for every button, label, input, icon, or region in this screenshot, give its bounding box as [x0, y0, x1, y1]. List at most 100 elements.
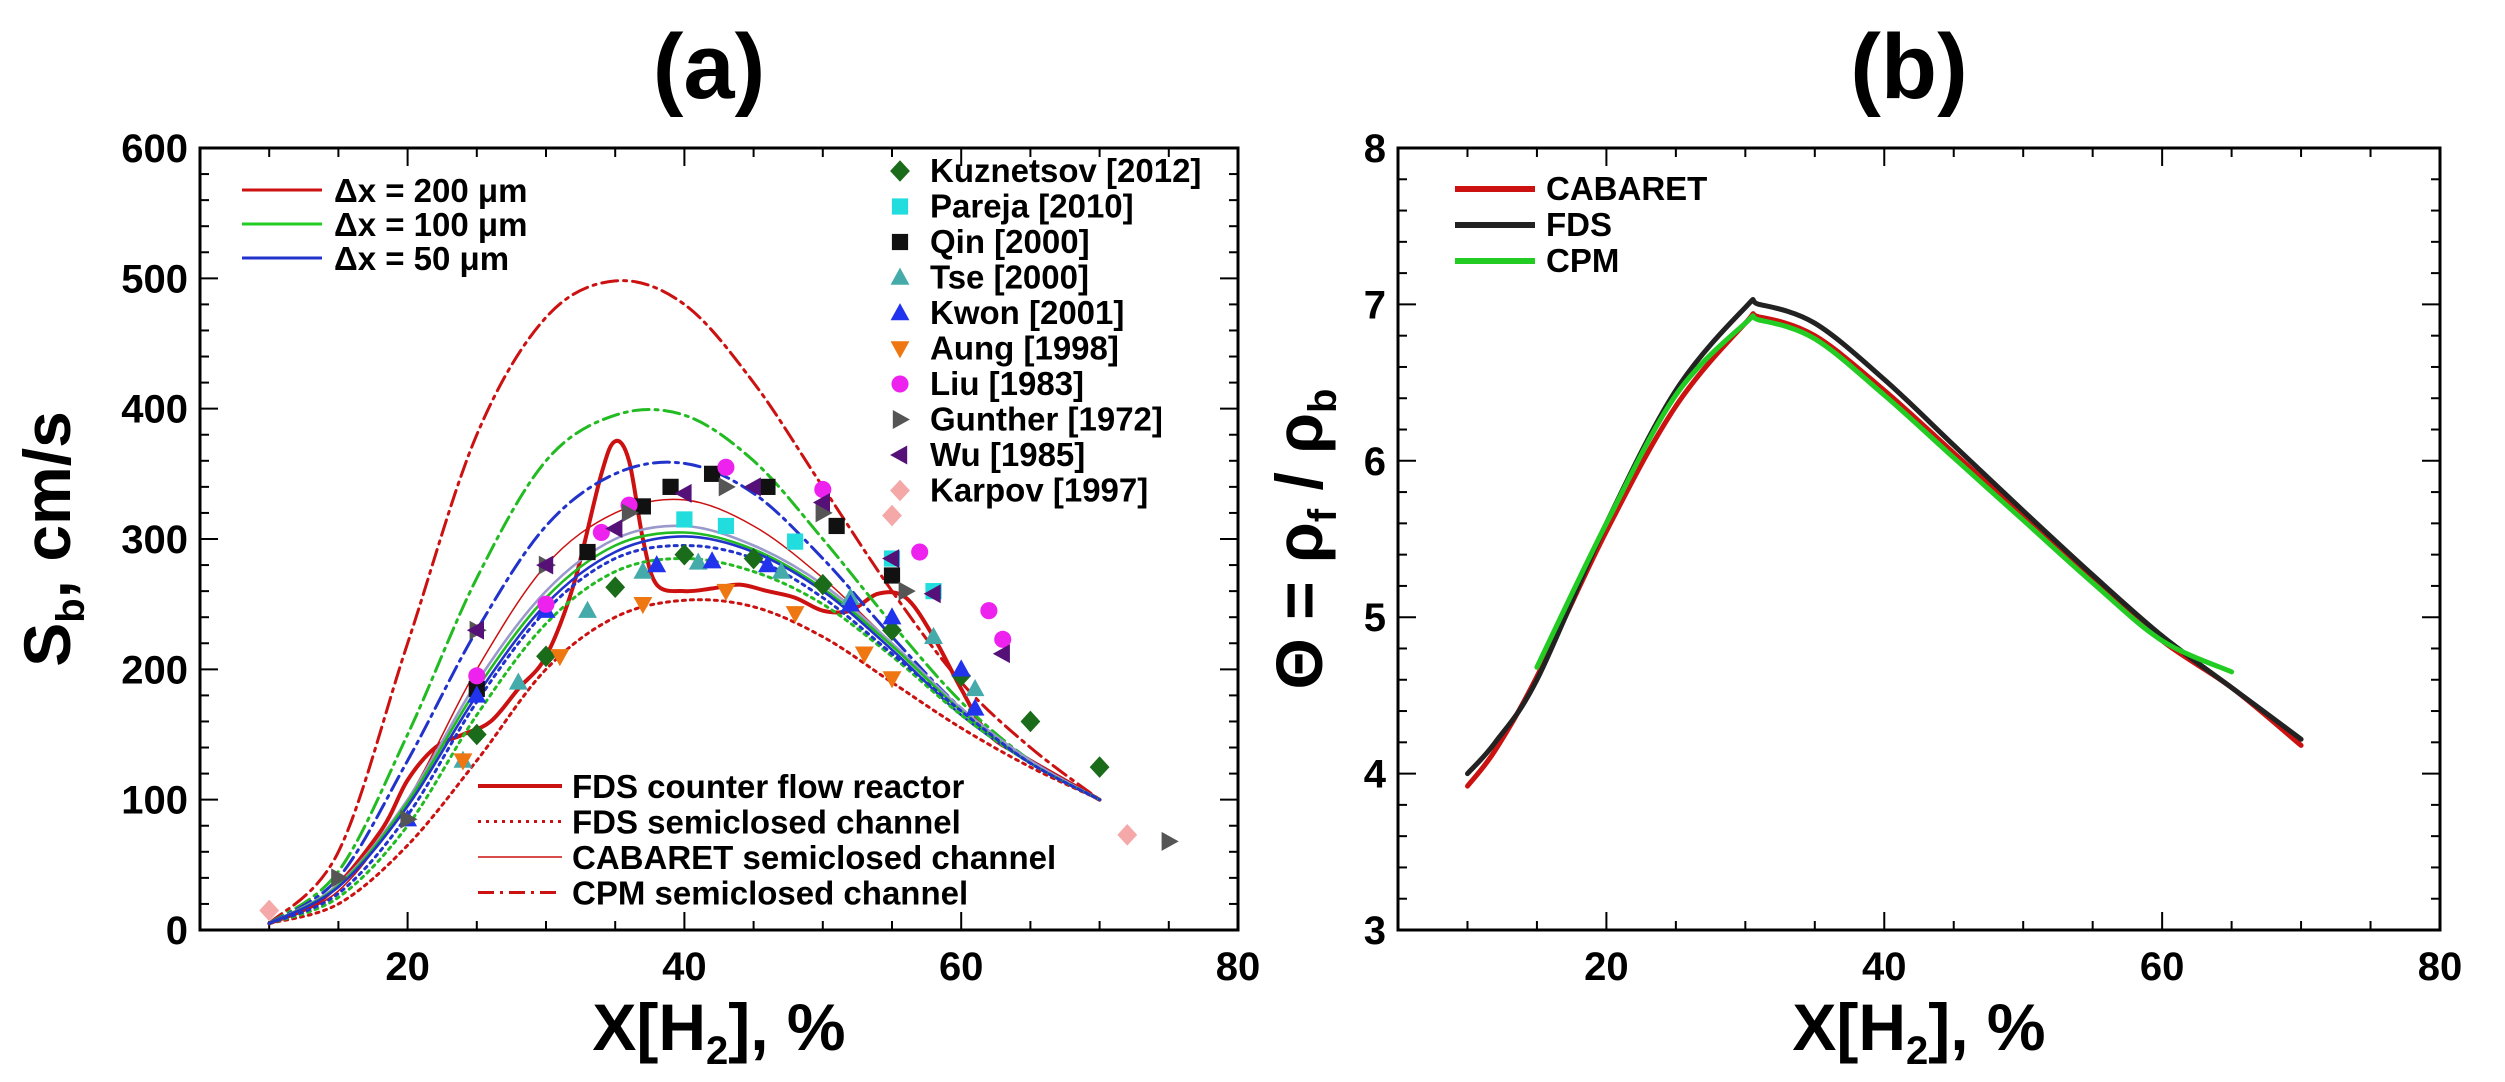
data-point-0 [605, 576, 626, 599]
legend-label: Wu [1985] [930, 436, 1085, 473]
legend-label: FDS [1546, 206, 1612, 243]
data-point-6 [911, 543, 929, 561]
legend-label: CABARET [1546, 170, 1707, 207]
series-line-3 [267, 279, 1102, 925]
legend-label: FDS semiclosed channel [572, 804, 961, 841]
y-tick-label: 0 [166, 909, 188, 953]
data-point-5 [716, 583, 736, 602]
legend-label: Aung [1998] [930, 330, 1119, 367]
x-axis-title-main: X[H [1792, 990, 1906, 1064]
x-tick-label: 40 [662, 945, 707, 989]
x-axis-title-main: X[H [592, 990, 706, 1064]
y-tick-label: 3 [1364, 909, 1386, 953]
y-axis-title-main: S [10, 623, 84, 667]
y-tick-label: 300 [121, 518, 188, 562]
legend-label: Liu [1983] [930, 365, 1084, 402]
panel-a: (a) 20 40 60 80 0 100 200 300 400 500 600 X[H2], % Sb… [10, 16, 1260, 1073]
data-point-2 [579, 543, 596, 561]
data-point-8 [536, 555, 554, 575]
data-point-0 [882, 619, 902, 642]
data-point-6 [814, 480, 832, 499]
legend-label: Gunther [1972] [930, 401, 1163, 438]
data-point-8 [605, 519, 623, 539]
legend-label: Δx = 100 μm [334, 206, 527, 243]
legend-label: Δx = 50 μm [334, 240, 509, 277]
data-point-4 [647, 555, 667, 573]
data-point-4 [467, 685, 487, 703]
data-point-0 [812, 573, 833, 596]
x-axis-title-rest: ], % [1928, 990, 2045, 1064]
data-point-9 [1117, 824, 1138, 846]
legend-label: Kuznetsov [2012] [930, 152, 1201, 189]
data-point-8 [812, 493, 830, 512]
legend-label: Qin [2000] [930, 223, 1090, 260]
data-point-8 [882, 549, 900, 568]
y-axis-title: Θ = ρf / ρb [1262, 389, 1345, 690]
data-point-0 [466, 723, 487, 746]
legend-label: Karpov [1997] [930, 472, 1148, 509]
series-line-0 [267, 438, 1102, 926]
data-point-0 [743, 547, 764, 570]
legend-label: FDS counter flow reactor [572, 768, 965, 805]
x-tick-label: 60 [939, 945, 984, 989]
x-tick-label: 20 [1584, 945, 1629, 989]
x-tick-label: 80 [2418, 945, 2463, 989]
series-line-2 [1534, 313, 2235, 675]
data-point-6 [994, 630, 1012, 648]
data-point-4 [841, 594, 860, 612]
legend-marker [890, 479, 910, 502]
legend-marker [890, 267, 910, 285]
data-point-6 [468, 667, 486, 685]
data-point-5 [785, 606, 805, 624]
data-point-3 [633, 561, 653, 579]
data-point-8 [992, 644, 1010, 664]
legend-marker [891, 233, 909, 251]
y-axis-title: Sb, cm/s [10, 411, 93, 667]
y-axis-title-part: / ρ [1262, 413, 1336, 509]
panel-label: (a) [653, 16, 765, 118]
y-tick-label: 5 [1364, 596, 1386, 640]
data-point-6 [537, 595, 555, 613]
data-point-7 [400, 809, 418, 829]
data-point-0 [536, 645, 556, 668]
x-tick-label: 20 [385, 945, 430, 989]
y-axis-title-part: f [1301, 508, 1345, 522]
x-axis-title-sub: 2 [706, 1029, 728, 1073]
data-point-8 [674, 483, 692, 503]
data-point-9 [882, 504, 902, 527]
data-point-5 [633, 596, 653, 615]
legend-label: CPM semiclosed channel [572, 875, 968, 912]
legend-label: Pareja [2010] [930, 188, 1134, 225]
data-point-5 [453, 753, 473, 771]
series-line-10 [267, 544, 1102, 925]
data-point-5 [550, 649, 570, 667]
y-tick-label: 100 [121, 779, 188, 823]
y-tick-label: 7 [1364, 283, 1386, 327]
y-tick-label: 400 [121, 388, 188, 432]
data-point-2 [703, 465, 721, 482]
data-point-8 [743, 477, 761, 497]
data-point-2 [634, 498, 651, 515]
data-point-9 [259, 899, 280, 922]
data-point-7 [898, 581, 916, 601]
data-point-4 [702, 551, 722, 569]
data-point-2 [883, 567, 901, 584]
plot-area [259, 279, 1179, 926]
legend-marker [890, 160, 910, 182]
data-point-7 [331, 868, 349, 888]
legend-label: Kwon [2001] [930, 294, 1124, 331]
data-point-4 [951, 659, 971, 677]
data-point-3 [965, 678, 985, 697]
x-tick-label: 60 [2140, 945, 2185, 989]
y-tick-label: 8 [1364, 127, 1386, 171]
legend-marker [891, 198, 909, 215]
data-point-7 [621, 503, 639, 523]
data-point-4 [882, 607, 902, 625]
data-point-0 [1020, 710, 1041, 733]
x-axis-title: X[H2], % [1792, 990, 2045, 1073]
legend-label: CPM [1546, 242, 1619, 279]
data-point-1 [787, 533, 804, 550]
legend-marker [890, 445, 908, 465]
series-line-1 [267, 598, 1102, 925]
